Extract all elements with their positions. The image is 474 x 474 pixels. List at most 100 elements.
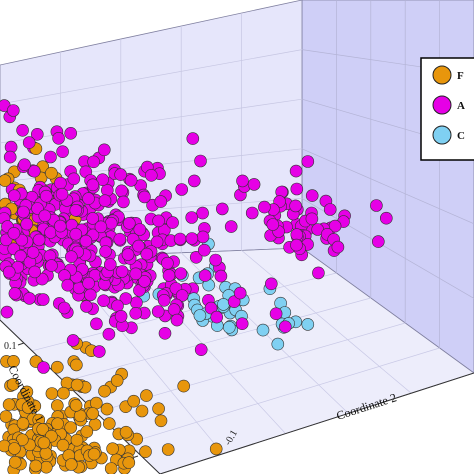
data-point-a xyxy=(161,256,174,270)
data-point-c xyxy=(301,318,315,331)
data-point-a xyxy=(66,334,80,347)
grid-line xyxy=(301,148,474,225)
data-point-f xyxy=(8,442,21,455)
legend-label: A xyxy=(457,100,465,112)
data-point-f xyxy=(98,384,111,398)
data-point-a xyxy=(55,187,69,201)
data-point-a xyxy=(38,209,52,223)
data-point-a xyxy=(152,214,165,228)
data-point-f xyxy=(70,378,84,392)
data-point-a xyxy=(98,194,112,207)
data-point-a xyxy=(157,293,171,307)
data-point-a xyxy=(0,305,14,319)
data-point-a xyxy=(93,345,106,358)
data-point-a xyxy=(370,199,383,212)
legend-marker xyxy=(432,125,452,145)
data-point-a xyxy=(173,232,187,246)
data-point-a xyxy=(53,219,67,233)
data-point-a xyxy=(154,195,168,208)
data-point-a xyxy=(97,294,110,308)
data-point-a xyxy=(194,343,208,357)
data-point-a xyxy=(278,320,292,334)
data-points xyxy=(0,99,393,474)
data-point-a xyxy=(269,307,283,321)
data-point-f xyxy=(21,401,35,414)
data-point-a xyxy=(245,206,259,220)
data-point-a xyxy=(22,136,36,149)
data-point-a xyxy=(175,183,188,196)
data-point-f xyxy=(37,436,51,450)
data-point-a xyxy=(86,178,100,192)
data-point-a xyxy=(124,174,138,187)
data-point-a xyxy=(290,228,304,241)
data-point-a xyxy=(132,239,145,253)
data-point-a xyxy=(289,164,303,178)
data-point-a xyxy=(7,227,21,240)
data-point-a xyxy=(30,128,44,141)
data-point-a xyxy=(305,212,319,226)
data-point-c xyxy=(271,337,285,351)
data-point-a xyxy=(138,190,151,204)
data-point-a xyxy=(17,205,30,219)
data-point-a xyxy=(16,124,29,137)
data-point-f xyxy=(56,438,70,452)
data-point-a xyxy=(194,154,207,168)
data-point-f xyxy=(0,410,13,423)
data-point-a xyxy=(52,132,65,145)
grid-line xyxy=(63,297,371,382)
data-point-c xyxy=(217,298,230,311)
data-point-a xyxy=(115,265,129,278)
data-point-a xyxy=(114,168,127,181)
data-point-a xyxy=(138,275,151,288)
data-point-a xyxy=(258,200,271,214)
data-point-a xyxy=(99,245,112,258)
data-point-f xyxy=(70,358,83,372)
data-point-f xyxy=(51,417,64,431)
data-point-a xyxy=(69,227,83,241)
data-point-f xyxy=(16,417,30,430)
data-point-f xyxy=(209,442,223,456)
data-point-a xyxy=(323,203,337,216)
data-point-a xyxy=(84,288,97,302)
data-point-f xyxy=(152,402,165,416)
data-point-a xyxy=(129,267,143,281)
data-point-a xyxy=(80,300,93,313)
data-point-a xyxy=(130,296,143,310)
data-point-a xyxy=(289,199,302,213)
data-point-a xyxy=(162,269,176,282)
data-point-a xyxy=(145,169,158,182)
data-point-a xyxy=(150,235,164,249)
data-point-a xyxy=(8,287,22,300)
data-point-a xyxy=(114,309,128,323)
data-point-a xyxy=(20,217,34,231)
data-point-a xyxy=(69,204,83,217)
data-point-a xyxy=(113,232,127,246)
data-point-a xyxy=(61,278,74,292)
data-point-a xyxy=(56,145,69,158)
data-point-a xyxy=(233,286,247,300)
data-point-a xyxy=(227,295,241,309)
data-point-a xyxy=(167,303,181,316)
data-point-a xyxy=(87,155,100,169)
data-point-a xyxy=(123,217,136,230)
data-point-a xyxy=(79,234,93,248)
data-point-a xyxy=(196,206,209,220)
data-point-f xyxy=(57,386,70,400)
data-point-f xyxy=(50,399,64,412)
data-point-a xyxy=(104,258,117,271)
data-point-a xyxy=(186,132,200,145)
data-point-f xyxy=(104,462,118,474)
grid-line xyxy=(0,98,303,144)
grid-line xyxy=(127,347,440,444)
data-point-f xyxy=(103,417,116,430)
data-point-f xyxy=(70,433,84,447)
data-point-a xyxy=(36,293,50,306)
axis-line-coordinate-2 xyxy=(159,372,474,474)
data-point-a xyxy=(28,265,42,279)
data-point-a xyxy=(312,266,325,280)
data-point-a xyxy=(216,202,229,216)
data-point-a xyxy=(371,235,385,248)
data-point-a xyxy=(64,127,77,140)
data-point-f xyxy=(140,389,153,402)
data-point-a xyxy=(86,212,99,225)
